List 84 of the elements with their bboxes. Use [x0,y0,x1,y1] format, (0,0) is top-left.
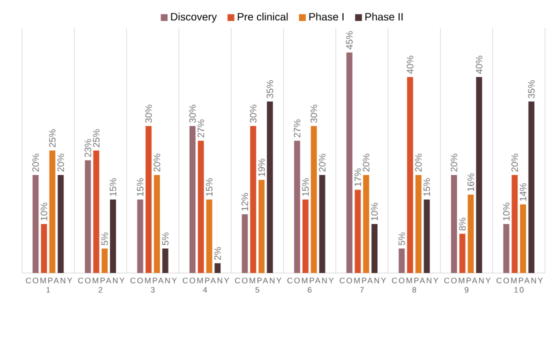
bar [415,175,422,273]
bar [40,224,47,273]
bar [520,204,526,273]
data-label: 14% [520,183,526,201]
bar [84,160,91,273]
data-label: 15% [110,178,116,196]
bar [49,150,56,273]
data-label: 20% [450,154,458,172]
bar [468,194,474,273]
bar [424,200,430,273]
data-label: 27% [198,120,204,138]
data-label: 2% [214,247,221,260]
data-label: 35% [266,80,274,98]
bar [189,126,196,273]
data-label: 20% [57,154,64,172]
data-label: 20% [511,154,518,172]
data-label: 35% [528,80,535,98]
bar [354,190,361,273]
bar [294,140,300,273]
data-label: 40% [406,56,414,74]
data-label: 10% [40,202,48,220]
data-label: 20% [318,154,326,172]
data-label: 15% [424,178,430,196]
bar [137,200,144,273]
data-label: 17% [354,168,362,186]
legend-label: Phase II [365,12,403,21]
data-label: 10% [371,202,378,220]
data-label: 23% [84,139,92,157]
bar [154,175,160,273]
data-label: 16% [467,173,474,191]
data-label: 15% [136,178,144,196]
data-label: 8% [459,218,466,230]
data-label: 15% [302,178,309,196]
data-label: 15% [206,178,212,196]
data-label: 20% [415,154,422,172]
bar [250,126,256,273]
bar [146,126,152,273]
data-label: 5% [398,232,405,246]
bar [302,200,308,273]
bar [346,52,352,273]
data-label: 27% [294,120,300,138]
data-label: 30% [189,104,196,123]
data-label: 40% [476,56,482,74]
bar [266,102,273,273]
bar [476,77,482,273]
bar [93,150,100,273]
bar [451,175,458,273]
data-label: 30% [145,104,152,123]
bar [258,180,265,273]
bar [110,200,116,273]
legend-label: Phase I [309,12,344,21]
data-label: 20% [154,154,160,172]
bar [206,200,212,273]
bar [32,175,39,273]
data-label: 5% [162,232,169,246]
legend-label: Pre clinical [238,12,288,21]
data-label: 5% [101,232,108,246]
data-label: 12% [242,193,248,211]
bar [198,140,204,273]
bar [162,248,168,273]
bar [214,263,221,273]
data-label: 25% [92,129,100,148]
bar [503,224,510,273]
data-label: 25% [49,129,56,148]
bar [528,102,534,273]
bar [398,248,405,273]
data-label: 45% [346,31,353,50]
data-label: 30% [310,104,318,123]
data-label: 10% [503,202,510,220]
bar [310,126,317,273]
bar [242,214,248,273]
bar [512,175,518,273]
bar [58,175,64,273]
bar [102,248,108,273]
bar [372,224,378,273]
bar [407,77,414,273]
bar [459,234,466,273]
bar [319,175,326,273]
data-label: 20% [32,154,39,172]
data-label: 30% [250,104,256,123]
bar [363,175,370,273]
legend-label: Discovery [171,12,217,23]
data-label: 19% [258,158,265,176]
data-label: 20% [362,154,370,172]
